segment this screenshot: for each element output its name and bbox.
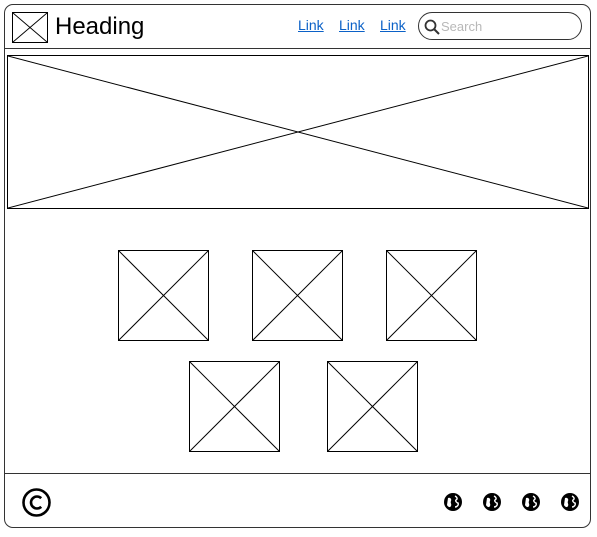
thumbnail-image-placeholder — [252, 250, 343, 341]
thumbnail-image-placeholder — [327, 361, 418, 452]
search-box[interactable] — [418, 12, 582, 40]
logo-image-placeholder — [12, 12, 48, 43]
header-divider — [4, 48, 591, 49]
page-heading: Heading — [55, 13, 145, 40]
search-input[interactable] — [441, 16, 573, 36]
globe-icon[interactable] — [443, 492, 463, 512]
globe-icon[interactable] — [521, 492, 541, 512]
nav-link-3[interactable]: Link — [380, 17, 406, 33]
globe-icon[interactable] — [560, 492, 580, 512]
app-window — [4, 4, 591, 528]
hero-image-placeholder — [7, 55, 589, 209]
thumbnail-image-placeholder — [386, 250, 477, 341]
copyright-icon — [22, 488, 51, 517]
search-icon — [424, 19, 440, 35]
nav-link-2[interactable]: Link — [339, 17, 365, 33]
footer-divider — [4, 473, 591, 474]
thumbnail-image-placeholder — [189, 361, 280, 452]
globe-icon[interactable] — [482, 492, 502, 512]
thumbnail-image-placeholder — [118, 250, 209, 341]
nav-link-1[interactable]: Link — [298, 17, 324, 33]
